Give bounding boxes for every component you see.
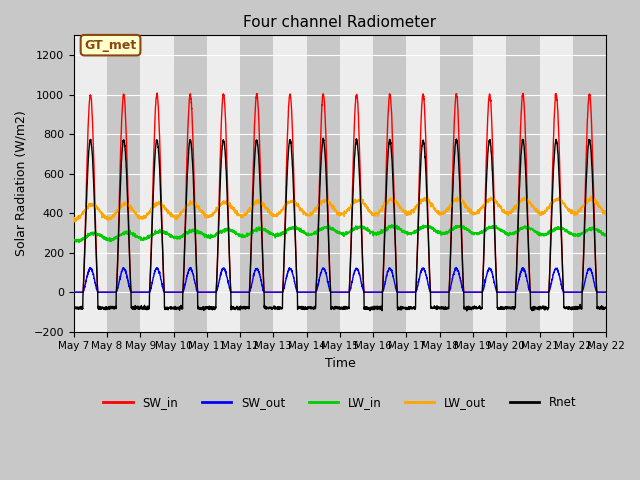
- Bar: [107, 36, 140, 332]
- Text: GT_met: GT_met: [84, 39, 137, 52]
- X-axis label: Time: Time: [324, 357, 355, 370]
- Bar: [74, 36, 107, 332]
- Bar: [473, 36, 506, 332]
- Bar: [207, 36, 240, 332]
- Bar: [340, 36, 373, 332]
- Bar: [440, 36, 473, 332]
- Bar: [406, 36, 440, 332]
- Bar: [173, 36, 207, 332]
- Title: Four channel Radiometer: Four channel Radiometer: [243, 15, 436, 30]
- Bar: [573, 36, 606, 332]
- Bar: [240, 36, 273, 332]
- Bar: [373, 36, 406, 332]
- Legend: SW_in, SW_out, LW_in, LW_out, Rnet: SW_in, SW_out, LW_in, LW_out, Rnet: [99, 391, 581, 413]
- Bar: [273, 36, 307, 332]
- Bar: [307, 36, 340, 332]
- Y-axis label: Solar Radiation (W/m2): Solar Radiation (W/m2): [15, 111, 28, 256]
- Bar: [506, 36, 540, 332]
- Bar: [140, 36, 173, 332]
- Bar: [540, 36, 573, 332]
